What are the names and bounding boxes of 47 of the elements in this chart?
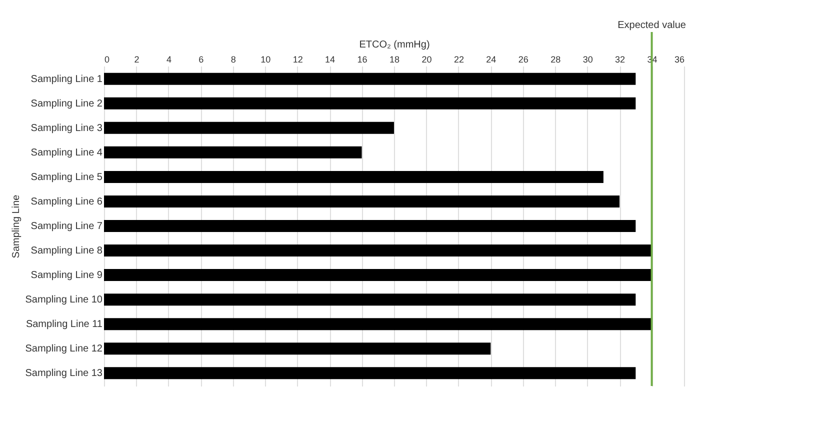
x-tick-label: 12 bbox=[292, 54, 303, 64]
bar bbox=[104, 122, 394, 134]
x-tick-label: 2 bbox=[134, 54, 140, 64]
x-tick-label: 8 bbox=[230, 54, 236, 64]
bar bbox=[104, 294, 636, 306]
x-tick-label: 0 bbox=[104, 54, 110, 64]
y-tick-label: Sampling Line 12 bbox=[25, 344, 103, 355]
y-tick-label: Sampling Line 3 bbox=[30, 122, 103, 134]
ref-line-label: Expected value bbox=[618, 20, 686, 31]
x-tick-label: 16 bbox=[357, 54, 368, 64]
y-tick-label: Sampling Line 2 bbox=[30, 98, 103, 110]
x-tick-label: 36 bbox=[674, 54, 684, 64]
y-tick-label: Sampling Line 13 bbox=[25, 368, 103, 380]
y-tick-label: Sampling Line 9 bbox=[30, 270, 103, 282]
y-tick-label: Sampling Line 8 bbox=[30, 246, 103, 257]
y-tick-label: Sampling Line 11 bbox=[26, 319, 103, 330]
bar bbox=[104, 269, 652, 282]
bar bbox=[104, 342, 491, 355]
x-tick-label: 26 bbox=[518, 54, 528, 64]
y-tick-label: Sampling Line 4 bbox=[30, 147, 103, 158]
y-tick-label: Sampling Line 5 bbox=[30, 172, 103, 183]
y-tick-label: Sampling Line 1 bbox=[30, 74, 103, 85]
bar bbox=[104, 318, 652, 330]
bar bbox=[104, 146, 362, 158]
bar bbox=[104, 367, 636, 380]
x-tick-label: 22 bbox=[454, 54, 464, 64]
x-tick-label: 18 bbox=[389, 54, 400, 64]
x-tick-label: 30 bbox=[582, 54, 593, 64]
x-tick-label: 10 bbox=[260, 54, 271, 64]
x-tick-label: 20 bbox=[422, 54, 432, 64]
x-tick-label: 6 bbox=[198, 54, 204, 64]
y-tick-label: Sampling Line 6 bbox=[30, 196, 103, 208]
bar bbox=[104, 195, 620, 208]
bar bbox=[104, 97, 636, 110]
bar bbox=[104, 170, 604, 183]
x-tick-label: 24 bbox=[486, 54, 496, 64]
x-tick-label: 4 bbox=[166, 54, 172, 64]
y-tick-label: Sampling Line 10 bbox=[25, 294, 103, 306]
x-tick-label: 28 bbox=[550, 54, 561, 64]
x-tick-label: 14 bbox=[325, 54, 336, 64]
x-axis-title: ETCO₂ (mmHg) bbox=[359, 40, 430, 50]
y-tick-label: Sampling Line 7 bbox=[30, 221, 103, 232]
bar bbox=[104, 72, 636, 85]
y-axis-title: Sampling Line bbox=[11, 194, 22, 258]
x-tick-label: 32 bbox=[615, 54, 626, 64]
bar bbox=[104, 220, 636, 232]
bar bbox=[104, 244, 652, 257]
